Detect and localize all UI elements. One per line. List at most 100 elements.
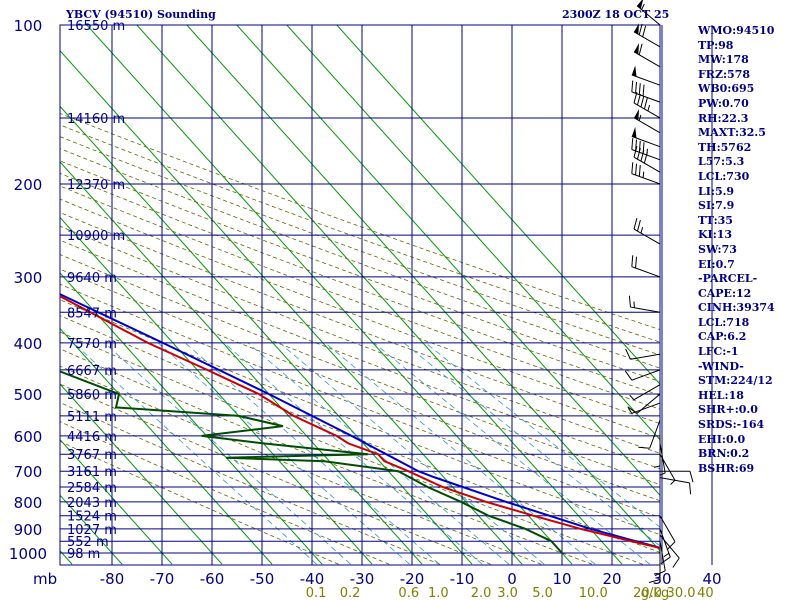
pressure-label: 600 (14, 428, 43, 446)
barb-flag (631, 138, 634, 150)
isotherm-line (60, 161, 423, 565)
barb-staff (631, 173, 661, 185)
barb-flag (635, 256, 638, 269)
wind-barb (660, 470, 694, 483)
barb-flag (636, 219, 641, 232)
wind-barb (633, 23, 661, 48)
height-label: 14160 m (67, 112, 125, 127)
mixing-ratio-line (184, 342, 440, 565)
barb-half-flag (638, 114, 642, 121)
mixing-ratio-label: 20.0 (633, 586, 662, 600)
height-label: 2043 m (67, 496, 117, 511)
wind-barb (633, 146, 661, 173)
stat-line: SHR+:0.0 (698, 403, 758, 417)
dry-adiabat-line (60, 421, 390, 565)
barb-flag (635, 163, 638, 176)
stat-line: HEL:18 (698, 388, 744, 402)
stat-line: TT:35 (698, 213, 733, 227)
barb-half-flag (641, 3, 645, 10)
x-axis-unit-label: mb (33, 570, 57, 588)
dewpoint-trace (60, 370, 563, 554)
dry-adiabat-line (60, 185, 660, 410)
height-label: 7570 m (67, 337, 117, 352)
dry-adiabat-line (60, 160, 660, 382)
isotherm-line (60, 216, 373, 565)
barb-flag (689, 471, 694, 483)
barb-staff (659, 528, 671, 558)
stat-line: FRZ:578 (698, 67, 751, 81)
pressure-label: 800 (14, 494, 43, 512)
barb-half-flag (627, 407, 633, 414)
sounding-time: 2300Z 18 OCT 25 (562, 8, 670, 21)
temperature-tick-label: -40 (300, 570, 325, 588)
mixing-ratio-label: 0.1 (306, 586, 327, 600)
dry-adiabat-line (60, 172, 660, 396)
dry-adiabat-line (60, 148, 660, 369)
dry-adiabat-line (60, 440, 339, 565)
barb-flag (660, 556, 671, 565)
mixing-ratio-label: 1.0 (428, 586, 449, 600)
stat-line: -WIND- (698, 359, 744, 373)
pressure-label: 500 (14, 386, 43, 404)
pressure-label: 200 (14, 176, 43, 194)
mixing-ratio-label: 30.0 (667, 586, 696, 600)
mixing-ratio-unit-label: g/kg (641, 586, 669, 600)
mixing-ratio-label: 5.0 (532, 586, 553, 600)
stat-line: STM:224/12 (698, 374, 773, 388)
barb-staff (631, 402, 661, 414)
barb-flag (672, 557, 680, 568)
barb-flag (625, 348, 631, 360)
wind-barb (633, 109, 661, 134)
barb-staff (659, 515, 676, 542)
wind-barb (629, 384, 661, 401)
barb-staff (631, 369, 661, 381)
stat-line: CINH:39374 (698, 301, 775, 315)
barb-staff (630, 353, 661, 360)
temperature-tick-label: -70 (150, 570, 175, 588)
height-label: 1027 m (67, 523, 117, 538)
barb-staff (633, 384, 661, 401)
wind-barbs (624, 0, 694, 584)
mixing-ratio-label: 0.6 (398, 586, 419, 600)
wind-barb (653, 435, 661, 468)
pressure-label: 700 (14, 463, 43, 481)
isotherm-line (60, 327, 273, 565)
mixing-ratio-label: 2.0 (471, 586, 492, 600)
dry-adiabat-line (60, 212, 660, 439)
wind-barb (659, 515, 676, 551)
barb-flag (633, 146, 638, 158)
wind-barb (659, 477, 692, 495)
pressure-label: 1000 (9, 545, 47, 563)
barb-flag (633, 91, 638, 104)
stat-line: L57:5.3 (698, 155, 745, 169)
barb-pennant (637, 0, 643, 9)
barb-staff (659, 541, 666, 571)
barb-staff (631, 149, 661, 161)
height-label: 3161 m (67, 465, 117, 480)
temperature-tick-label: -50 (250, 570, 275, 588)
stat-line: KI:13 (698, 228, 733, 242)
wind-barb (659, 528, 671, 565)
barb-staff (633, 117, 661, 134)
height-label: 5111 m (67, 410, 117, 425)
stat-line: LCL:718 (698, 315, 750, 329)
stat-line: WMO:94510 (698, 24, 775, 37)
stat-line: BSHR:69 (698, 461, 755, 475)
dry-adiabat-line (60, 254, 660, 486)
wind-barb (633, 43, 661, 68)
mixing-ratio-lines (73, 342, 660, 565)
barb-flag (636, 93, 641, 106)
barb-flag (642, 25, 647, 37)
barb-half-flag (653, 465, 661, 468)
isotherm-line (286, 25, 660, 441)
barb-pennant (634, 109, 640, 121)
barb-flag (666, 541, 676, 551)
wind-barb (659, 534, 680, 568)
barb-pennant (631, 127, 637, 139)
barb-flag (643, 97, 648, 110)
mixing-ratio-line (403, 342, 660, 547)
height-label: 4416 m (67, 430, 117, 445)
wind-barb (638, 419, 661, 449)
height-label: 2584 m (67, 481, 117, 496)
